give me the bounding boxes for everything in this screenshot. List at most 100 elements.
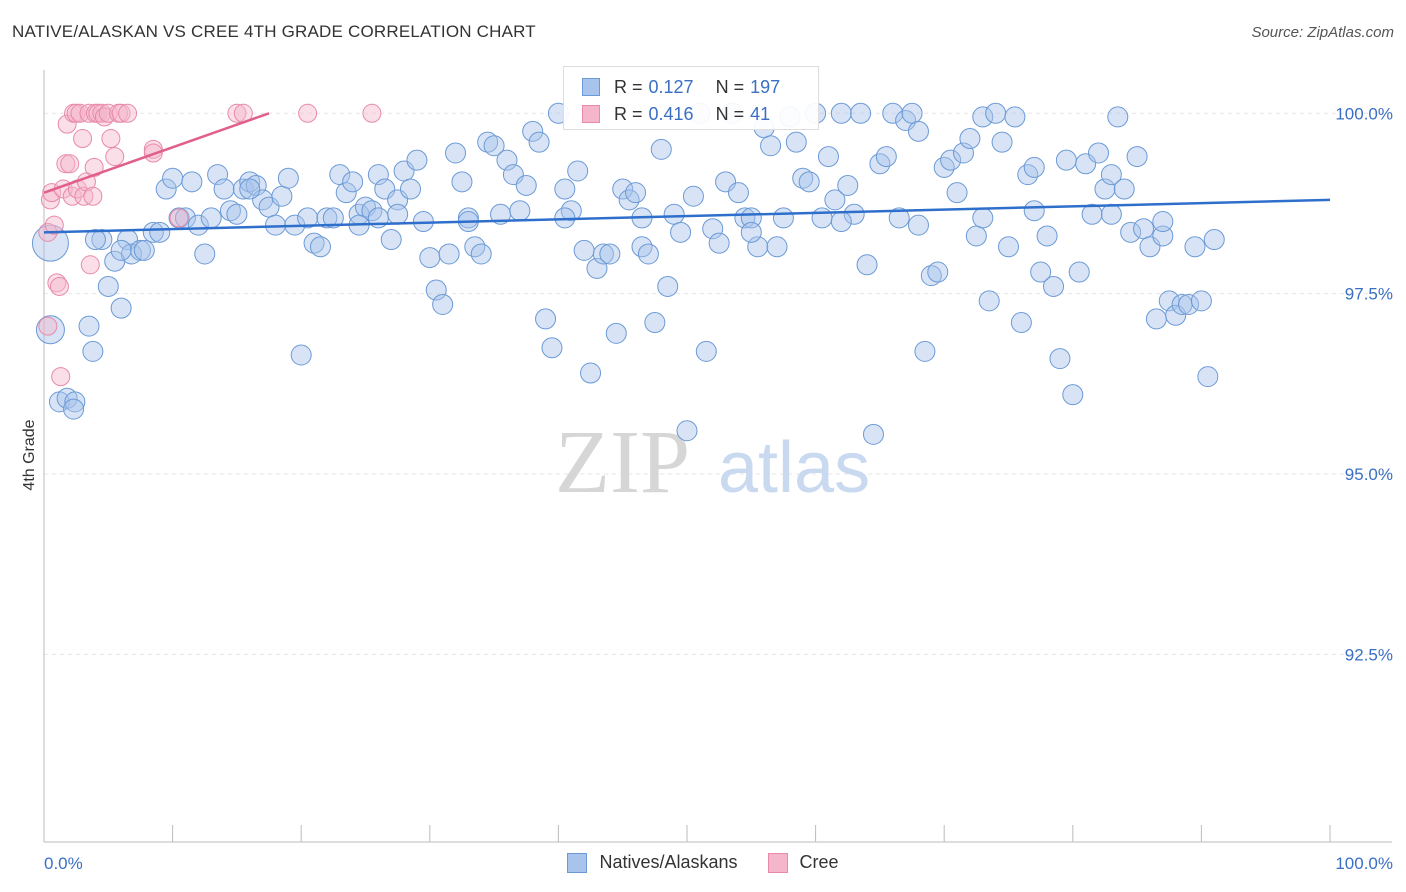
trend-lines bbox=[43, 112, 1331, 234]
native-point bbox=[432, 293, 454, 315]
legend-swatch-blue bbox=[567, 852, 588, 873]
native-point bbox=[1190, 290, 1212, 312]
native-point bbox=[1120, 221, 1142, 243]
native-point bbox=[1100, 164, 1122, 186]
native-point bbox=[856, 254, 878, 276]
native-point bbox=[843, 203, 865, 225]
native-point bbox=[682, 185, 704, 207]
cree-point bbox=[94, 107, 114, 127]
native-trend-line bbox=[43, 198, 1331, 234]
native-point bbox=[226, 203, 248, 225]
legend-row-natives: R = 0.127 N = 197 bbox=[582, 75, 780, 99]
y-tick-label: 100.0% bbox=[1335, 104, 1393, 123]
native-point bbox=[580, 362, 602, 384]
native-point bbox=[824, 189, 846, 211]
cree-point bbox=[80, 255, 100, 275]
native-point bbox=[515, 174, 537, 196]
native-point bbox=[862, 423, 884, 445]
native-point bbox=[1004, 106, 1026, 128]
legend-label: Natives/Alaskans bbox=[599, 852, 738, 872]
x-tick-labels: 0.0% 100.0% bbox=[44, 854, 1393, 873]
native-point bbox=[837, 174, 859, 196]
cree-point bbox=[51, 367, 71, 387]
native-point bbox=[772, 207, 794, 229]
correlation-legend: R = 0.127 N = 197 R = 0.416 N = 41 bbox=[563, 66, 819, 130]
native-point bbox=[84, 229, 106, 251]
native-point bbox=[380, 229, 402, 251]
watermark-zip: ZIP bbox=[555, 413, 690, 512]
native-point bbox=[1126, 146, 1148, 168]
native-point bbox=[1113, 178, 1135, 200]
native-point bbox=[297, 207, 319, 229]
native-point bbox=[567, 160, 589, 182]
native-point bbox=[766, 236, 788, 258]
legend-item-natives[interactable]: Natives/Alaskans bbox=[567, 852, 738, 873]
native-point bbox=[322, 207, 344, 229]
cree-point bbox=[44, 215, 64, 235]
native-point bbox=[97, 275, 119, 297]
native-point bbox=[535, 308, 557, 330]
native-point bbox=[605, 322, 627, 344]
native-point bbox=[1107, 106, 1129, 128]
native-point bbox=[316, 207, 338, 229]
native-point bbox=[1010, 312, 1032, 334]
y-tick-label: 92.5% bbox=[1345, 645, 1393, 664]
native-point bbox=[400, 178, 422, 200]
native-point bbox=[219, 200, 241, 222]
native-point bbox=[528, 131, 550, 153]
native-point bbox=[181, 171, 203, 193]
native-point bbox=[155, 178, 177, 200]
legend-r-label: R = bbox=[614, 76, 643, 97]
native-point bbox=[907, 214, 929, 236]
cree-point bbox=[298, 103, 318, 123]
native-point bbox=[64, 391, 86, 413]
native-point bbox=[78, 315, 100, 337]
y-tick-label: 97.5% bbox=[1345, 285, 1393, 304]
cree-point bbox=[101, 129, 121, 149]
native-point bbox=[573, 239, 595, 261]
native-point bbox=[817, 146, 839, 168]
native-point bbox=[470, 243, 492, 265]
native-point bbox=[760, 135, 782, 157]
native-point bbox=[1023, 200, 1045, 222]
native-point bbox=[850, 102, 872, 124]
native-point bbox=[811, 207, 833, 229]
native-point bbox=[509, 200, 531, 222]
legend-r-value: 0.416 bbox=[648, 103, 694, 124]
legend-n-label: N = bbox=[715, 103, 745, 124]
native-point bbox=[335, 182, 357, 204]
legend-swatch-blue bbox=[582, 78, 600, 96]
native-point bbox=[387, 203, 409, 225]
legend-item-cree[interactable]: Cree bbox=[767, 852, 839, 873]
native-point bbox=[303, 232, 325, 254]
native-point bbox=[277, 167, 299, 189]
native-point bbox=[522, 120, 544, 142]
data-points bbox=[31, 102, 1225, 445]
cree-point bbox=[73, 129, 93, 149]
native-point bbox=[991, 131, 1013, 153]
series-legend: Natives/Alaskans Cree bbox=[0, 852, 1406, 873]
legend-swatch-pink bbox=[582, 105, 600, 123]
native-point bbox=[31, 224, 69, 262]
native-point bbox=[1145, 308, 1167, 330]
native-point bbox=[1152, 211, 1174, 233]
native-point bbox=[798, 171, 820, 193]
native-point bbox=[162, 167, 184, 189]
native-point bbox=[149, 221, 171, 243]
legend-n-label: N = bbox=[715, 76, 745, 97]
native-point bbox=[91, 229, 113, 251]
cree-point bbox=[49, 276, 69, 296]
native-point bbox=[451, 171, 473, 193]
native-point bbox=[792, 167, 814, 189]
native-point bbox=[554, 178, 576, 200]
native-point bbox=[920, 265, 942, 287]
native-point bbox=[740, 207, 762, 229]
native-point bbox=[972, 106, 994, 128]
native-point bbox=[309, 236, 331, 258]
cree-point bbox=[60, 154, 80, 174]
native-point bbox=[239, 178, 261, 200]
axes bbox=[43, 70, 1392, 843]
native-point bbox=[972, 207, 994, 229]
native-point bbox=[985, 102, 1007, 124]
